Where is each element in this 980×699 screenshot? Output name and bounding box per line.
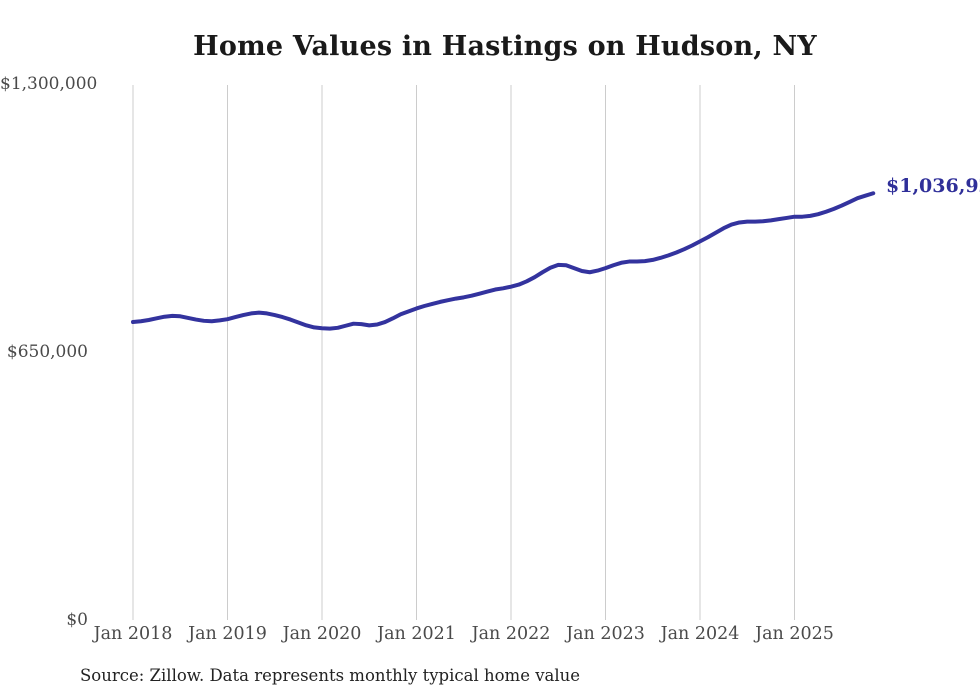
x-tick-label: Jan 2019 <box>188 624 267 644</box>
x-tick-label: Jan 2021 <box>377 624 456 644</box>
series-end-value-label: $1,036,92 <box>886 175 980 197</box>
home-value-line <box>131 191 876 331</box>
x-tick-label: Jan 2022 <box>471 624 551 644</box>
chart-title: Home Values in Hastings on Hudson, NY <box>193 31 817 62</box>
x-tick-label: Jan 2020 <box>282 624 362 644</box>
y-tick-label-mid: $650,000 <box>6 342 88 362</box>
x-tick-label: Jan 2018 <box>93 624 173 644</box>
source-note: Source: Zillow. Data represents monthly … <box>80 666 581 685</box>
x-tick-label: Jan 2025 <box>755 624 834 644</box>
y-tick-label-top: $1,300,000 <box>0 74 98 94</box>
x-tick-label: Jan 2024 <box>660 624 740 644</box>
x-tick-label: Jan 2023 <box>566 624 645 644</box>
y-tick-label-zero: $0 <box>66 610 88 630</box>
